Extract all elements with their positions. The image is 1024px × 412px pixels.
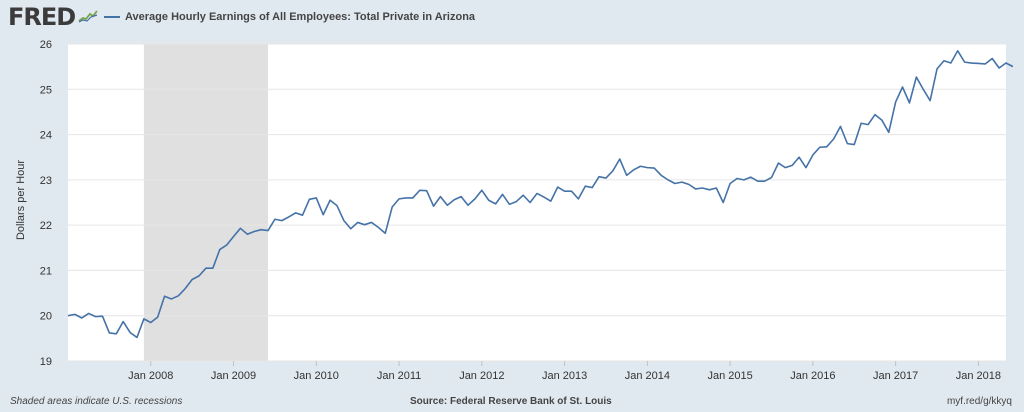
y-tick-label: 21 — [40, 265, 52, 277]
x-axis-ticks: Jan 2008 Jan 2009 Jan 2010 Jan 2011 Jan 2012… — [128, 361, 1001, 382]
gridlines — [68, 43, 1006, 362]
x-tick-label: Jan 2012 — [459, 370, 504, 382]
chart-header: FRED Average Hourly Earnings of All Empl… — [0, 0, 1024, 34]
y-tick-label: 25 — [40, 84, 52, 96]
x-tick-label: Jan 2011 — [377, 370, 421, 382]
x-tick-label: Jan 2015 — [707, 370, 752, 382]
y-tick-label: 23 — [40, 175, 52, 187]
fred-logo: FRED — [8, 3, 76, 31]
x-tick-label: Jan 2018 — [956, 370, 1001, 382]
y-tick-label: 22 — [40, 220, 52, 232]
x-tick-label: Jan 2013 — [542, 370, 587, 382]
y-tick-label: 24 — [40, 130, 52, 142]
x-tick-label: Jan 2016 — [790, 370, 835, 382]
x-tick-label: Jan 2009 — [211, 370, 256, 382]
y-tick-label: 19 — [40, 356, 52, 368]
short-link[interactable]: myf.red/g/kkyq — [946, 396, 1012, 407]
y-tick-label: 26 — [40, 39, 52, 51]
fred-graph-icon — [78, 9, 98, 23]
chart-legend: Average Hourly Earnings of All Employees… — [104, 9, 475, 25]
x-tick-label: Jan 2014 — [625, 370, 670, 382]
y-axis-label: Dollars per Hour — [15, 160, 27, 240]
x-tick-label: Jan 2008 — [128, 370, 173, 382]
recession-note: Shaded areas indicate U.S. recessions — [10, 396, 183, 407]
x-tick-label: Jan 2010 — [294, 370, 339, 382]
recession-band — [143, 44, 269, 361]
recession-shading-layer — [143, 44, 269, 361]
series-line — [67, 49, 1014, 339]
legend-label: Average Hourly Earnings of All Employees… — [125, 11, 476, 23]
source-note: Source: Federal Reserve Bank of St. Loui… — [410, 396, 612, 407]
y-tick-label: 20 — [40, 311, 52, 323]
x-tick-label: Jan 2017 — [873, 370, 918, 382]
y-axis-ticks: 19 20 21 22 23 24 25 26 — [40, 39, 52, 368]
legend-swatch — [104, 16, 120, 18]
